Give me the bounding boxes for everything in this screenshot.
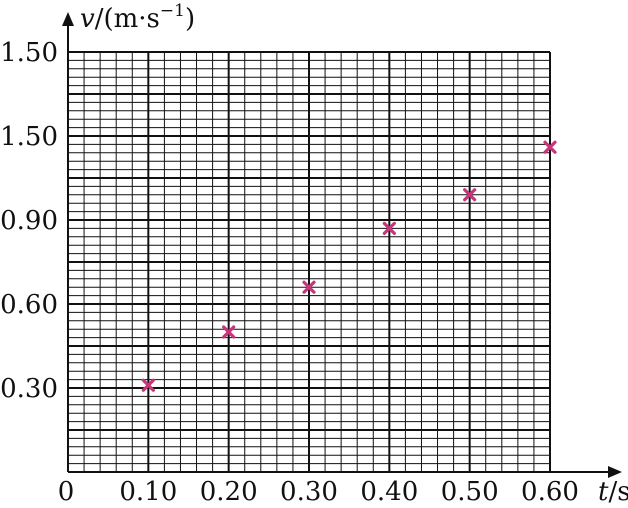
data-point-stroke [382, 221, 396, 235]
x-tick-labels: 0.10 0.20 0.30 0.40 0.50 0.60 [119, 477, 579, 507]
y-tick-label: 1.50 [0, 38, 58, 68]
x-tick-label: 0.40 [360, 477, 418, 507]
data-point [463, 188, 477, 202]
data-point [302, 280, 316, 294]
x-tick-label: 0.60 [521, 477, 579, 507]
y-tick-label: 0.60 [0, 290, 58, 320]
x-axis-arrow [608, 466, 622, 478]
y-axis-arrow [62, 12, 74, 26]
data-point-stroke [302, 280, 316, 294]
data-point [543, 140, 557, 154]
x-axis-title: t/s [598, 477, 628, 507]
data-point [222, 325, 236, 339]
data-point-stroke [141, 378, 155, 392]
data-point-stroke [543, 140, 557, 154]
data-point-stroke [222, 325, 236, 339]
y-tick-label: 1.50 [0, 122, 58, 152]
data-point [382, 221, 396, 235]
y-axis-symbol: v [80, 4, 95, 34]
y-axis-unit-prefix: /(m·s [95, 4, 160, 34]
grid-major-lines [68, 51, 551, 472]
data-point [141, 378, 155, 392]
x-tick-label: 0.50 [441, 477, 499, 507]
x-tick-label: 0.20 [200, 477, 258, 507]
y-tick-labels: 0.30 0.60 0.90 1.50 1.50 [0, 38, 58, 404]
x-axis-symbol: t [598, 477, 609, 507]
x-axis-unit: /s [608, 477, 628, 507]
data-point-stroke [463, 188, 477, 202]
y-axis-unit-suffix: ) [185, 4, 195, 34]
y-axis-unit-exponent: −1 [160, 1, 185, 21]
y-tick-label: 0.90 [0, 206, 58, 236]
origin-label: 0 [58, 477, 75, 507]
x-tick-label: 0.10 [119, 477, 177, 507]
y-tick-label: 0.30 [0, 374, 58, 404]
axes [62, 12, 622, 478]
y-axis-title: v/(m·s−1) [80, 1, 195, 34]
x-tick-label: 0.30 [280, 477, 338, 507]
data-points [141, 140, 557, 392]
